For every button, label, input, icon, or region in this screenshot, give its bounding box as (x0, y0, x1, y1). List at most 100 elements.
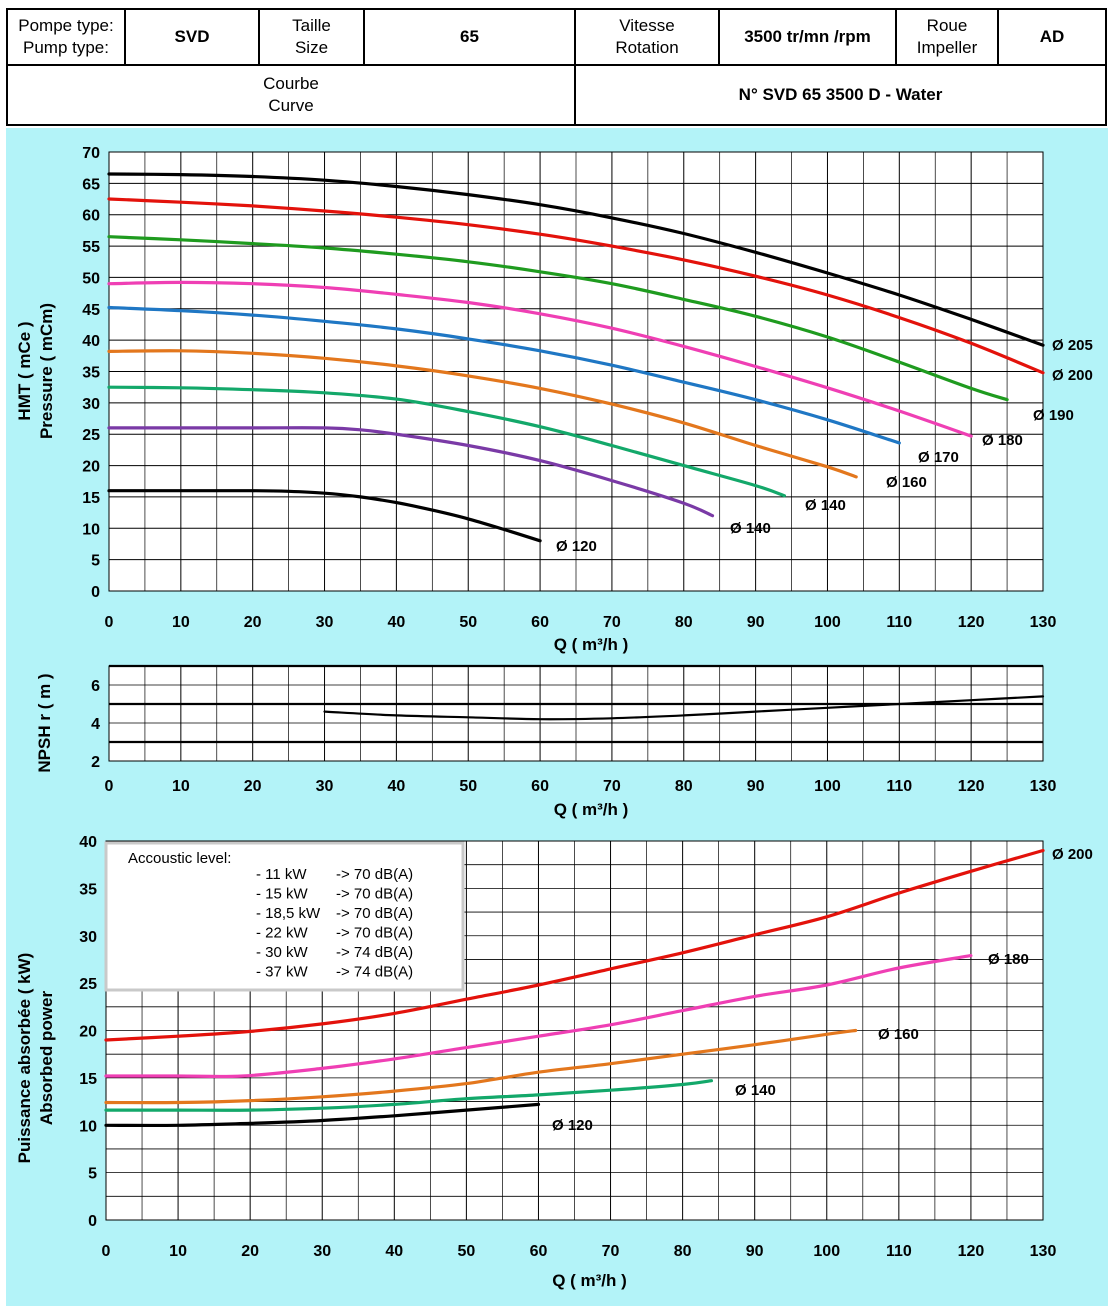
accoustic-power: - 37 kW (256, 964, 309, 981)
hmt-y-tick: 30 (82, 396, 100, 413)
pow-y-tick: 0 (88, 1213, 97, 1230)
hmt-series-label: Ø 160 (886, 474, 927, 491)
accoustic-level: -> 74 dB(A) (336, 944, 413, 961)
pow-y-tick: 5 (88, 1166, 97, 1183)
hmt-series-line (107, 426, 715, 518)
pow-series-label: Ø 180 (988, 951, 1029, 968)
impeller-label-en: Impeller (916, 38, 978, 57)
hmt-y-tick: 45 (82, 302, 100, 319)
hmt-series-line (107, 172, 1045, 347)
pow-x-tick: 60 (530, 1243, 548, 1260)
curve-number: N° SVD 65 3500 D - Water (574, 64, 1107, 126)
hmt-series-label: Ø 140 (730, 520, 771, 537)
hmt-y-tick: 70 (82, 145, 100, 162)
pow-x-tick: 40 (385, 1243, 403, 1260)
hmt-y-tick: 5 (91, 553, 100, 570)
hmt-series-line (107, 280, 973, 438)
pow-y-tick: 40 (79, 834, 97, 851)
accoustic-level: -> 74 dB(A) (336, 964, 413, 981)
hmt-series-line (107, 305, 901, 445)
npsh-x-tick: 60 (531, 778, 549, 795)
hmt-x-axis-label: Q ( m³/h ) (554, 635, 629, 654)
pow-y-tick: 30 (79, 929, 97, 946)
pow-x-tick: 10 (169, 1243, 187, 1260)
pow-x-tick: 0 (102, 1243, 111, 1260)
accoustic-box (104, 841, 465, 992)
impeller-value-text: AD (1039, 27, 1065, 46)
npsh-series-line (323, 695, 1045, 721)
npsh-x-axis-label: Q ( m³/h ) (554, 800, 629, 819)
hmt-series-label: Ø 120 (556, 538, 597, 555)
hmt-y-tick: 35 (82, 365, 100, 382)
size-value-text: 65 (460, 27, 479, 46)
hmt-y-tick: 25 (82, 427, 100, 444)
hmt-series-line (107, 489, 542, 543)
pow-x-tick: 120 (958, 1243, 985, 1260)
npsh-x-tick: 120 (958, 778, 985, 795)
pow-series-label: Ø 120 (552, 1117, 593, 1134)
pow-x-tick: 90 (746, 1243, 764, 1260)
hmt-x-tick: 100 (814, 614, 841, 631)
speed-label: Vitesse Rotation (574, 8, 720, 66)
hmt-x-tick: 130 (1030, 614, 1057, 631)
accoustic-power: - 30 kW (256, 944, 309, 961)
impeller-value: AD (997, 8, 1107, 66)
accoustic-power: - 18,5 kW (256, 905, 321, 922)
pow-y-tick: 10 (79, 1118, 97, 1135)
hmt-series-label: Ø 190 (1033, 407, 1074, 424)
accoustic-power: - 22 kW (256, 925, 309, 942)
pow-x-tick: 30 (313, 1243, 331, 1260)
npsh-x-tick: 90 (747, 778, 765, 795)
pow-series-line (104, 1028, 858, 1105)
pow-series-label: Ø 200 (1052, 846, 1093, 863)
npsh-x-tick: 10 (172, 778, 190, 795)
hmt-x-tick: 20 (244, 614, 262, 631)
npsh-chart: 0 10 20 30 40 50 60 70 80 90 100 110 120 130 2 4 6 Q ( m³… (35, 664, 1056, 819)
npsh-x-tick: 80 (675, 778, 693, 795)
curve-label-en: Curve (268, 96, 314, 115)
hmt-x-tick: 50 (459, 614, 477, 631)
speed-label-fr: Vitesse (619, 16, 675, 35)
pump-type-label-en: Pump type: (22, 38, 109, 57)
hmt-x-tick: 0 (105, 614, 114, 631)
pump-type-label-fr: Pompe type: (18, 16, 114, 35)
hmt-y-axis-label-2: Pressure ( mCm) (37, 303, 56, 439)
npsh-y-tick: 2 (91, 754, 100, 771)
hmt-x-tick: 120 (958, 614, 985, 631)
power-chart: 0 10 20 30 40 50 60 70 80 90 100 110 120 130 0 5 10 15 20 2… (15, 834, 1093, 1290)
accoustic-power: - 11 kW (256, 866, 307, 883)
pow-x-tick: 20 (241, 1243, 259, 1260)
pow-y-axis-label: Puissance absorbée ( kW) (15, 953, 34, 1164)
hmt-x-tick: 10 (172, 614, 190, 631)
pow-series-line (104, 1079, 713, 1112)
hmt-chart: 0 10 20 30 40 50 60 70 80 90 100 110 120 130 0 5 10 15 20 2… (15, 145, 1093, 654)
hmt-y-tick: 20 (82, 459, 100, 476)
hmt-x-tick: 110 (886, 614, 912, 631)
hmt-y-tick: 0 (91, 584, 100, 601)
curve-label-fr: Courbe (263, 74, 319, 93)
accoustic-level: -> 70 dB(A) (336, 866, 413, 883)
npsh-x-tick: 50 (459, 778, 477, 795)
hmt-y-tick: 10 (82, 521, 100, 538)
hmt-x-tick: 90 (747, 614, 765, 631)
hmt-series-label: Ø 180 (982, 432, 1023, 449)
pow-series-line (104, 848, 1045, 1042)
npsh-x-tick: 40 (387, 778, 405, 795)
hmt-x-tick: 60 (531, 614, 549, 631)
impeller-label-fr: Roue (926, 16, 968, 35)
npsh-y-tick: 4 (91, 716, 100, 733)
size-label-fr: Taille (292, 16, 331, 35)
speed-label-en: Rotation (615, 38, 679, 57)
pow-series-line (104, 1102, 541, 1128)
pow-x-tick: 100 (813, 1243, 840, 1260)
npsh-x-tick: 30 (316, 778, 334, 795)
accoustic-level: -> 70 dB(A) (336, 886, 413, 903)
hmt-x-tick: 70 (603, 614, 621, 631)
accoustic-title: Accoustic level: (128, 850, 231, 867)
npsh-y-axis-label: NPSH r ( m ) (35, 673, 54, 772)
pow-series-line (104, 954, 973, 1079)
pow-series-label: Ø 160 (878, 1026, 919, 1043)
npsh-x-tick: 0 (105, 778, 114, 795)
pow-x-axis-label: Q ( m³/h ) (552, 1271, 627, 1290)
